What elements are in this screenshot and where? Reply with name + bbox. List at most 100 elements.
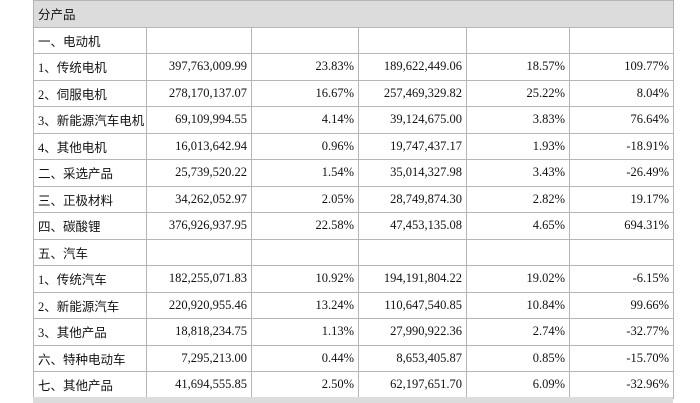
cell: -15.70% (568, 344, 675, 372)
cell: 257,469,329.82 (358, 79, 467, 107)
cell: 1.93% (466, 132, 570, 160)
cell: 62,197,651.70 (358, 371, 467, 399)
cell: 189,622,449.06 (358, 53, 467, 81)
cell: 13.24% (251, 291, 359, 319)
table-row: 2、伺服电机 278,170,137.07 16.67% 257,469,329.82… (33, 79, 675, 107)
cell: 6.09% (466, 371, 570, 399)
row-label: 1、传统汽车 (33, 265, 147, 293)
cell: 4.14% (251, 106, 359, 134)
cell: 8.04% (568, 79, 675, 107)
cell: -32.96% (568, 371, 675, 399)
cell: 2.74% (466, 318, 570, 346)
header-row: 分产品 (32, 0, 675, 28)
cell: 18,818,234.75 (146, 318, 252, 346)
cell: 220,920,955.46 (146, 291, 252, 319)
cell: 3.43% (466, 159, 570, 187)
cell: 16.67% (251, 79, 359, 107)
cell: 34,262,052.97 (146, 185, 252, 213)
product-table: 分产品 一、电动机 1、传统电机 397,763,009.99 23.83% 189,6… (32, 0, 675, 399)
row-label: 3、其他产品 (33, 318, 147, 346)
cell: 18.57% (466, 53, 570, 81)
cell: 694.31% (568, 212, 675, 240)
cell: 3.83% (466, 106, 570, 134)
cell: 16,013,642.94 (146, 132, 252, 160)
cell: -32.77% (568, 318, 675, 346)
row-label: 三、正极材料 (33, 185, 147, 213)
table-row: 2、新能源汽车 220,920,955.46 13.24% 110,647,540.8… (33, 291, 675, 319)
row-label: 2、伺服电机 (33, 79, 147, 107)
table-row: 4、其他电机 16,013,642.94 0.96% 19,747,437.17 1.9… (33, 132, 675, 160)
cell: 22.58% (251, 212, 359, 240)
cell: 278,170,137.07 (146, 79, 252, 107)
cell: 1.54% (251, 159, 359, 187)
table-row: 二、采选产品 25,739,520.22 1.54% 35,014,327.98 3.4… (33, 159, 675, 187)
row-label: 六、特种电动车 (33, 344, 147, 372)
empty-cell (146, 238, 252, 266)
cell: -26.49% (568, 159, 675, 187)
table-row: 七、其他产品 41,694,555.85 2.50% 62,197,651.70 6.0… (33, 371, 675, 399)
table-row: 一、电动机 (33, 26, 675, 54)
cell: -6.15% (568, 265, 675, 293)
cell: 2.05% (251, 185, 359, 213)
cell: 35,014,327.98 (358, 159, 467, 187)
cell: 27,990,922.36 (358, 318, 467, 346)
empty-cell (568, 26, 675, 54)
cell: 7,295,213.00 (146, 344, 252, 372)
table-row: 六、特种电动车 7,295,213.00 0.44% 8,653,405.87 0.85… (33, 344, 675, 372)
header-cell: 分产品 (32, 0, 675, 28)
row-label: 二、采选产品 (33, 159, 147, 187)
row-label: 1、传统电机 (33, 53, 147, 81)
row-label: 2、新能源汽车 (33, 291, 147, 319)
cell: 397,763,009.99 (146, 53, 252, 81)
cell: 19.17% (568, 185, 675, 213)
cell: 23.83% (251, 53, 359, 81)
cell: 2.50% (251, 371, 359, 399)
cell: 109.77% (568, 53, 675, 81)
bottom-strip (33, 397, 673, 403)
cell: 110,647,540.85 (358, 291, 467, 319)
table-row: 四、碳酸锂 376,926,937.95 22.58% 47,453,135.08 4.… (33, 212, 675, 240)
empty-cell (466, 26, 570, 54)
row-label: 四、碳酸锂 (33, 212, 147, 240)
table-row: 五、汽车 (33, 238, 675, 266)
cell: 10.84% (466, 291, 570, 319)
cell: 19.02% (466, 265, 570, 293)
table-row: 1、传统电机 397,763,009.99 23.83% 189,622,449.06… (33, 53, 675, 81)
empty-cell (358, 26, 467, 54)
cell: 10.92% (251, 265, 359, 293)
empty-cell (568, 238, 675, 266)
empty-cell (358, 238, 467, 266)
table-row: 1、传统汽车 182,255,071.83 10.92% 194,191,804.22… (33, 265, 675, 293)
row-label: 七、其他产品 (33, 371, 147, 399)
cell: 376,926,937.95 (146, 212, 252, 240)
cell: 47,453,135.08 (358, 212, 467, 240)
cell: 69,109,994.55 (146, 106, 252, 134)
cell: 25,739,520.22 (146, 159, 252, 187)
cell: 1.13% (251, 318, 359, 346)
row-label: 五、汽车 (33, 238, 147, 266)
cell: 194,191,804.22 (358, 265, 467, 293)
cell: 0.44% (251, 344, 359, 372)
cell: 41,694,555.85 (146, 371, 252, 399)
cell: 2.82% (466, 185, 570, 213)
empty-cell (251, 26, 359, 54)
cell: 182,255,071.83 (146, 265, 252, 293)
row-label: 3、新能源汽车电机 (33, 106, 147, 134)
cell: 28,749,874.30 (358, 185, 467, 213)
empty-cell (251, 238, 359, 266)
cell: -18.91% (568, 132, 675, 160)
cell: 39,124,675.00 (358, 106, 467, 134)
empty-cell (466, 238, 570, 266)
cell: 0.96% (251, 132, 359, 160)
cell: 0.85% (466, 344, 570, 372)
empty-cell (146, 26, 252, 54)
cell: 99.66% (568, 291, 675, 319)
table-row: 三、正极材料 34,262,052.97 2.05% 28,749,874.30 2.8… (33, 185, 675, 213)
row-label: 4、其他电机 (33, 132, 147, 160)
row-label: 一、电动机 (33, 26, 147, 54)
cell: 19,747,437.17 (358, 132, 467, 160)
table-body: 分产品 一、电动机 1、传统电机 397,763,009.99 23.83% 189,6… (32, 0, 675, 399)
cell: 4.65% (466, 212, 570, 240)
cell: 76.64% (568, 106, 675, 134)
